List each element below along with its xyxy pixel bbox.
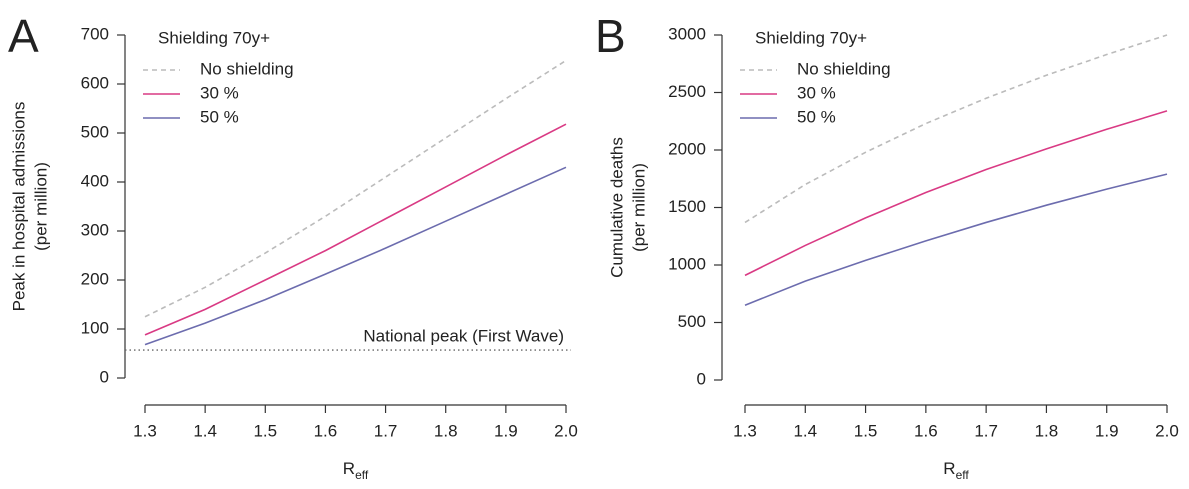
y-tick-label: 400 [81,171,109,190]
y-tick-label: 200 [81,269,109,288]
x-tick-label: 1.5 [854,421,878,440]
y-tick-label: 0 [100,367,109,386]
legend-label: No shielding [797,59,891,78]
x-axis-label: Reff [343,459,369,482]
series-line [744,34,1168,224]
series-line [144,123,567,336]
x-label-sub: eff [956,468,970,482]
y-axis-label: Cumulative deaths [607,137,626,278]
x-tick-label: 1.7 [974,421,998,440]
x-axis-label: Reff [943,459,969,482]
x-tick-label: 1.3 [733,421,757,440]
x-tick-label: 1.9 [1095,421,1119,440]
y-tick-label: 500 [678,312,706,331]
x-tick-label: 1.9 [494,421,518,440]
x-tick-label: 1.4 [793,421,817,440]
y-tick-label: 100 [81,318,109,337]
series-line [744,173,1168,306]
x-tick-label: 1.4 [193,421,217,440]
x-tick-label: 2.0 [1155,421,1179,440]
y-axis-label: (per million) [31,162,50,251]
x-tick-label: 2.0 [554,421,578,440]
x-tick-label: 1.8 [434,421,458,440]
y-tick-label: 3000 [668,24,706,43]
y-axis-label: Peak in hospital admissions [9,102,28,312]
x-tick-label: 1.7 [374,421,398,440]
y-tick-label: 600 [81,73,109,92]
legend-title: Shielding 70y+ [755,28,867,47]
y-tick-label: 0 [697,369,706,388]
legend-label: 30 % [797,83,836,102]
panel-letter: A [8,10,39,62]
y-tick-label: 1500 [668,197,706,216]
panel-letter: B [595,10,626,62]
x-tick-label: 1.5 [253,421,277,440]
x-tick-label: 1.6 [914,421,938,440]
x-label-main: R [943,459,955,478]
y-tick-label: 2500 [668,82,706,101]
x-label-sub: eff [355,468,369,482]
x-tick-label: 1.6 [314,421,338,440]
x-label-main: R [343,459,355,478]
legend-label: 50 % [797,107,836,126]
y-tick-label: 1000 [668,254,706,273]
y-tick-label: 300 [81,220,109,239]
y-axis-label: (per million) [629,163,648,252]
legend-label: No shielding [200,59,294,78]
series-line [144,166,567,346]
x-tick-label: 1.8 [1035,421,1059,440]
x-tick-label: 1.3 [133,421,157,440]
reference-label: National peak (First Wave) [363,327,564,346]
y-tick-label: 2000 [668,139,706,158]
legend-label: 30 % [200,83,239,102]
y-tick-label: 500 [81,122,109,141]
series-line [744,110,1168,277]
y-tick-label: 700 [81,24,109,43]
legend-label: 50 % [200,107,239,126]
legend-title: Shielding 70y+ [158,28,270,47]
